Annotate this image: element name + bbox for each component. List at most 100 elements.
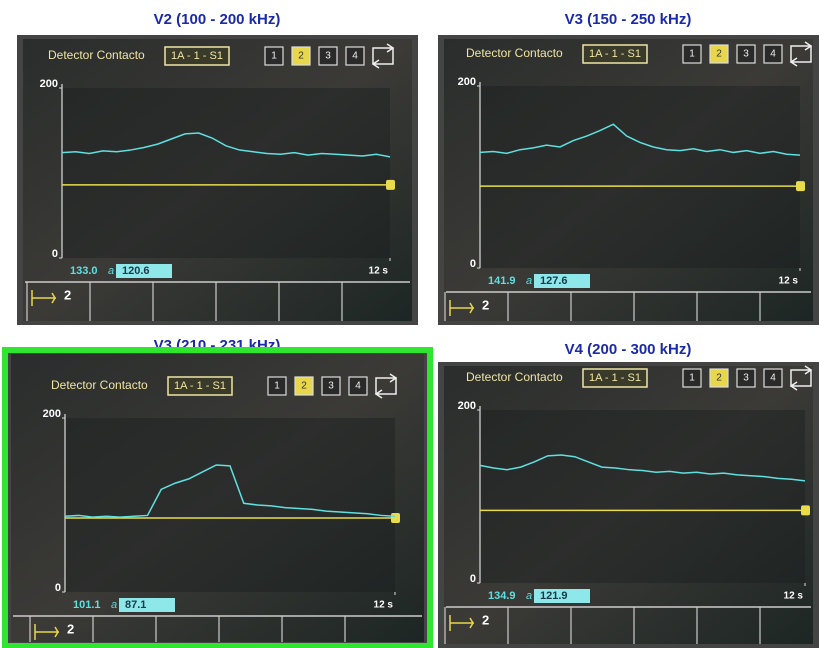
- cursor-box: [534, 274, 590, 288]
- sensor-label: 1A - 1 - S1: [589, 48, 641, 60]
- x-tick-label: 12 s: [779, 276, 799, 287]
- channel-button-label: 1: [274, 381, 280, 392]
- channel-button-label: 3: [743, 49, 749, 60]
- readout: 133.0: [70, 265, 98, 277]
- channel-button-label: 2: [716, 49, 722, 60]
- threshold-marker: [386, 179, 395, 190]
- cursor-value: 127.6: [540, 275, 568, 287]
- toolbar-icon: [449, 300, 474, 316]
- signal-trace: [64, 464, 396, 518]
- channel-button: [709, 368, 729, 388]
- channel-button: [736, 368, 756, 388]
- cursor-prefix: a: [526, 590, 532, 602]
- threshold-marker: [796, 181, 805, 192]
- channel-button: [321, 376, 341, 396]
- sensor-box: [582, 44, 648, 64]
- threshold-marker: [391, 513, 400, 524]
- screen: [444, 39, 813, 321]
- y-tick-label: 0: [55, 582, 61, 594]
- channel-button-label: 1: [271, 51, 277, 62]
- x-tick-label: 12 s: [369, 266, 389, 277]
- cursor-box: [534, 589, 590, 603]
- y-tick-label: 200: [43, 408, 61, 420]
- toolbar-icon: [34, 624, 59, 640]
- panel-title: V2 (100 - 200 kHz): [154, 11, 281, 28]
- toolbar-value: 2: [482, 612, 489, 627]
- panel-title: V4 (200 - 300 kHz): [565, 341, 692, 358]
- toolbar-value: 2: [482, 297, 489, 312]
- screen: [11, 354, 424, 642]
- channel-button: [763, 368, 783, 388]
- y-tick-label: 200: [40, 78, 58, 90]
- channel-button: [348, 376, 368, 396]
- screen: [444, 366, 813, 644]
- cursor-box: [116, 264, 172, 278]
- signal-trace: [479, 454, 806, 482]
- channel-button: [682, 44, 702, 64]
- sensor-label: 1A - 1 - S1: [171, 50, 223, 62]
- x-tick-label: 12 s: [374, 600, 394, 611]
- channel-button-label: 1: [689, 373, 695, 384]
- cursor-value: 120.6: [122, 265, 150, 277]
- threshold-marker: [801, 505, 810, 516]
- readout: 134.9: [488, 590, 516, 602]
- panel-title: V3 (150 - 250 kHz): [565, 11, 692, 28]
- y-tick-label: 200: [458, 76, 476, 88]
- y-tick-label: 0: [470, 573, 476, 585]
- sensor-box: [164, 46, 230, 66]
- channel-button-label: 2: [298, 51, 304, 62]
- loop-icon: [789, 365, 813, 391]
- plot-area: [480, 410, 805, 583]
- cursor-value: 87.1: [125, 599, 146, 611]
- y-tick-label: 200: [458, 400, 476, 412]
- x-tick-label: 12 s: [784, 591, 804, 602]
- toolbar-value: 2: [64, 287, 71, 302]
- screen: [23, 39, 412, 321]
- channel-button: [709, 44, 729, 64]
- channel-button: [763, 44, 783, 64]
- channel-button: [294, 376, 314, 396]
- loop-icon: [374, 373, 398, 399]
- plot-area: [480, 86, 800, 268]
- channel-button: [264, 46, 284, 66]
- header-label: Detector Contacto: [466, 370, 563, 384]
- channel-button: [267, 376, 287, 396]
- cursor-prefix: a: [108, 265, 114, 277]
- sensor-label: 1A - 1 - S1: [589, 372, 641, 384]
- channel-button-label: 3: [328, 381, 334, 392]
- channel-button: [318, 46, 338, 66]
- header-label: Detector Contacto: [48, 48, 145, 62]
- plot-area: [62, 88, 390, 258]
- channel-button: [291, 46, 311, 66]
- signal-trace: [479, 123, 801, 156]
- toolbar-value: 2: [67, 621, 74, 636]
- y-tick-label: 0: [52, 248, 58, 260]
- header-label: Detector Contacto: [466, 46, 563, 60]
- signal-trace: [61, 132, 391, 158]
- cursor-box: [119, 598, 175, 612]
- cursor-prefix: a: [111, 599, 117, 611]
- channel-button-label: 4: [770, 373, 776, 384]
- toolbar-icon: [449, 615, 474, 631]
- channel-button-label: 4: [770, 49, 776, 60]
- sensor-box: [167, 376, 233, 396]
- channel-button-label: 1: [689, 49, 695, 60]
- y-tick-label: 0: [470, 258, 476, 270]
- sensor-box: [582, 368, 648, 388]
- channel-button-label: 3: [743, 373, 749, 384]
- plot-area: [65, 418, 395, 592]
- sensor-label: 1A - 1 - S1: [174, 380, 226, 392]
- readout: 101.1: [73, 599, 101, 611]
- cursor-value: 121.9: [540, 590, 568, 602]
- channel-button-label: 4: [355, 381, 361, 392]
- cursor-prefix: a: [526, 275, 532, 287]
- channel-button: [345, 46, 365, 66]
- channel-button-label: 4: [352, 51, 358, 62]
- loop-icon: [789, 41, 813, 67]
- channel-button-label: 2: [301, 381, 307, 392]
- header-label: Detector Contacto: [51, 378, 148, 392]
- loop-icon: [371, 43, 395, 69]
- channel-button-label: 3: [325, 51, 331, 62]
- channel-button: [736, 44, 756, 64]
